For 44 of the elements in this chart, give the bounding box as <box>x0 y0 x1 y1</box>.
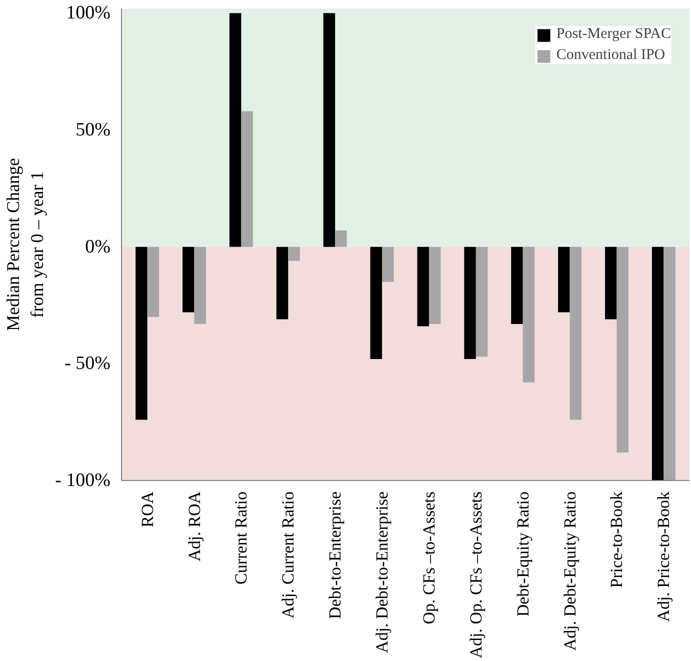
bar <box>616 246 628 452</box>
bar <box>570 246 582 420</box>
legend-label: Post-Merger SPAC <box>556 26 671 43</box>
bar <box>476 246 488 357</box>
y-tick-label: 0% <box>85 236 111 258</box>
bar <box>417 246 429 326</box>
bar <box>335 230 347 247</box>
x-tick-label: Adj. Price-to-Book <box>654 491 674 622</box>
y-tick-label: - 50% <box>64 353 111 374</box>
bar <box>276 246 288 320</box>
bar <box>664 246 676 480</box>
x-tick-label: Debt-Equity Ratio <box>513 491 532 617</box>
bar <box>182 246 194 312</box>
bar <box>382 246 394 282</box>
bar <box>288 246 300 261</box>
x-tick-label: Adj. Op. CFs –to-Assets <box>466 491 486 658</box>
x-tick-label: Adj. Debt-Equity Ratio <box>560 491 580 651</box>
x-tick-label: Adj. ROA <box>184 490 204 562</box>
x-tick-label: Price-to-Book <box>607 491 626 588</box>
bar <box>464 246 476 359</box>
x-tick-label: Adj. Current Ratio <box>278 491 298 619</box>
bar <box>428 246 441 324</box>
bar <box>147 246 160 317</box>
x-tick-label: ROA <box>138 490 157 528</box>
bar <box>323 13 336 247</box>
y-axis-title: Median Percent Change from year 0 – year 1 <box>3 158 48 331</box>
x-tick-label: Op. CFs –to-Assets <box>419 491 438 624</box>
y-tick-label: - 100% <box>55 470 111 491</box>
bar <box>511 246 523 324</box>
bar <box>229 13 242 247</box>
bar <box>522 246 535 382</box>
y-tick-label: 50% <box>76 120 111 141</box>
bar <box>558 246 570 312</box>
legend-label: Conventional IPO <box>556 47 666 64</box>
y-tick-label: 100% <box>66 2 111 24</box>
bar <box>136 246 148 420</box>
bar <box>194 246 206 324</box>
x-tick-label: Adj. Debt-to-Enterprise <box>372 491 392 653</box>
x-tick-label: Debt-to-Enterprise <box>326 491 345 619</box>
x-tick-label: Current Ratio <box>232 491 251 585</box>
bar <box>605 246 617 320</box>
bar <box>241 111 253 247</box>
bar <box>652 246 664 480</box>
bar <box>370 246 382 359</box>
